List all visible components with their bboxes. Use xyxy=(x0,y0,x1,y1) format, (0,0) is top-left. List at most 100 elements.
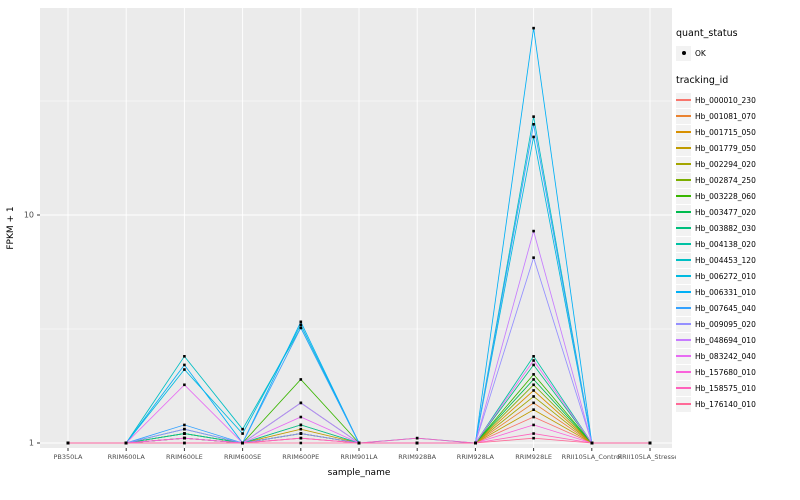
legend-key-swatch xyxy=(676,348,691,364)
series-color-line-icon xyxy=(676,179,691,181)
data-point xyxy=(590,441,594,445)
legend-entry: Hb_176140_010 xyxy=(676,396,800,412)
plot-panel xyxy=(40,8,672,448)
data-point xyxy=(415,436,419,440)
data-point xyxy=(183,441,186,445)
data-point xyxy=(532,383,535,387)
legend-entry: Hb_048694_010 xyxy=(676,332,800,348)
series-color-line-icon xyxy=(676,403,691,405)
legend-entry-label: Hb_000010_230 xyxy=(695,95,756,105)
data-point xyxy=(299,401,303,405)
legend-entry-label: Hb_157680_010 xyxy=(695,367,756,377)
data-point xyxy=(532,401,535,405)
legend-entry-label: Hb_003477_020 xyxy=(695,207,756,217)
legend-entry-label: Hb_002874_250 xyxy=(695,175,756,185)
x-axis-title: sample_name xyxy=(328,468,391,478)
data-point xyxy=(532,373,535,376)
data-point xyxy=(299,320,303,324)
data-point xyxy=(532,115,535,118)
x-tick-label: RRIM928BA xyxy=(398,453,436,461)
point-symbol-icon xyxy=(681,51,686,55)
legend-label-ok: OK xyxy=(695,48,706,58)
legend-entry: Hb_157680_010 xyxy=(676,364,800,380)
y-tick-label: 10 xyxy=(24,211,34,220)
data-point xyxy=(532,26,535,30)
legend-entry-label: Hb_004453_120 xyxy=(695,255,756,265)
data-point xyxy=(532,408,535,411)
legend-entry: Hb_083242_040 xyxy=(676,348,800,364)
legend-entry: Hb_001779_050 xyxy=(676,140,800,156)
data-point xyxy=(241,432,244,435)
x-tick-label: RRIM901LA xyxy=(340,453,378,461)
data-point xyxy=(648,441,652,445)
data-point xyxy=(474,441,477,445)
x-tick-label: RRIM600LE xyxy=(166,453,203,461)
legend-entry: Hb_002294_020 xyxy=(676,156,800,172)
legend-entry-label: Hb_007645_040 xyxy=(695,303,756,313)
data-point xyxy=(532,423,535,427)
data-point xyxy=(124,441,128,445)
data-point xyxy=(532,436,535,440)
legend-entry: Hb_006331_010 xyxy=(676,284,800,300)
data-point xyxy=(415,441,419,445)
legend-entry: Hb_003228_060 xyxy=(676,188,800,204)
data-point xyxy=(183,427,186,431)
legend-entry: Hb_009095_020 xyxy=(676,316,800,332)
series-color-line-icon xyxy=(676,163,691,165)
legend-key-swatch xyxy=(676,284,691,300)
legend-entry-label: Hb_176140_010 xyxy=(695,399,756,409)
series-color-line-icon xyxy=(676,131,691,133)
data-point xyxy=(183,383,186,387)
legend-key-swatch xyxy=(676,396,691,412)
series-color-line-icon xyxy=(676,307,691,309)
legend-title-tracking-id: tracking_id xyxy=(676,75,729,86)
series-color-line-icon xyxy=(676,147,691,149)
data-point xyxy=(532,389,535,392)
legend-key-swatch xyxy=(676,108,691,124)
series-color-line-icon xyxy=(676,291,691,293)
legend-key-swatch xyxy=(676,220,691,236)
legend-entry: Hb_158575_010 xyxy=(676,380,800,396)
data-point xyxy=(532,135,535,139)
series-color-line-icon xyxy=(676,371,691,373)
legend-key-swatch xyxy=(676,236,691,252)
x-tick-label: RRII105LA_Control xyxy=(562,453,622,461)
data-point xyxy=(183,423,186,427)
legend-entry-label: Hb_003228_060 xyxy=(695,191,756,201)
legend-entry: Hb_004138_020 xyxy=(676,236,800,252)
legend-entry: Hb_003882_030 xyxy=(676,220,800,236)
legend-entry: Hb_000010_230 xyxy=(676,92,800,108)
data-point xyxy=(183,432,186,435)
legend-entry-label: Hb_001081_070 xyxy=(695,111,756,121)
data-point xyxy=(66,441,70,445)
x-tick-label: RRIM928LE xyxy=(515,453,552,461)
series-color-line-icon xyxy=(676,211,691,213)
legend-key-swatch xyxy=(676,380,691,396)
legend-group-quant-status: quant_status OK xyxy=(676,28,800,61)
x-tick-label: RRIM600SE xyxy=(224,453,261,461)
data-point xyxy=(532,229,535,233)
legend-entry-label: Hb_048694_010 xyxy=(695,335,756,345)
data-point xyxy=(299,427,303,431)
data-point xyxy=(532,355,535,358)
legend-entry-label: Hb_009095_020 xyxy=(695,319,756,329)
legend-title-quant-status: quant_status xyxy=(676,28,738,39)
y-axis-title: FPKM + 1 xyxy=(6,206,16,249)
legend-entry: Hb_004453_120 xyxy=(676,252,800,268)
legend-key-swatch xyxy=(676,172,691,188)
legend-entry-label: Hb_003882_030 xyxy=(695,223,756,233)
series-color-line-icon xyxy=(676,355,691,357)
series-color-line-icon xyxy=(676,115,691,117)
data-point xyxy=(183,355,186,358)
x-tick-label: RRIM600PE xyxy=(282,453,319,461)
series-color-line-icon xyxy=(676,99,691,101)
data-point xyxy=(532,432,535,435)
legend-key-swatch xyxy=(676,188,691,204)
data-point xyxy=(241,441,244,445)
legend-entry: Hb_007645_040 xyxy=(676,300,800,316)
y-tick-label: 1 xyxy=(29,439,34,448)
data-point xyxy=(299,441,303,445)
legend-key-swatch xyxy=(676,204,691,220)
legend-key-ok xyxy=(676,45,691,61)
